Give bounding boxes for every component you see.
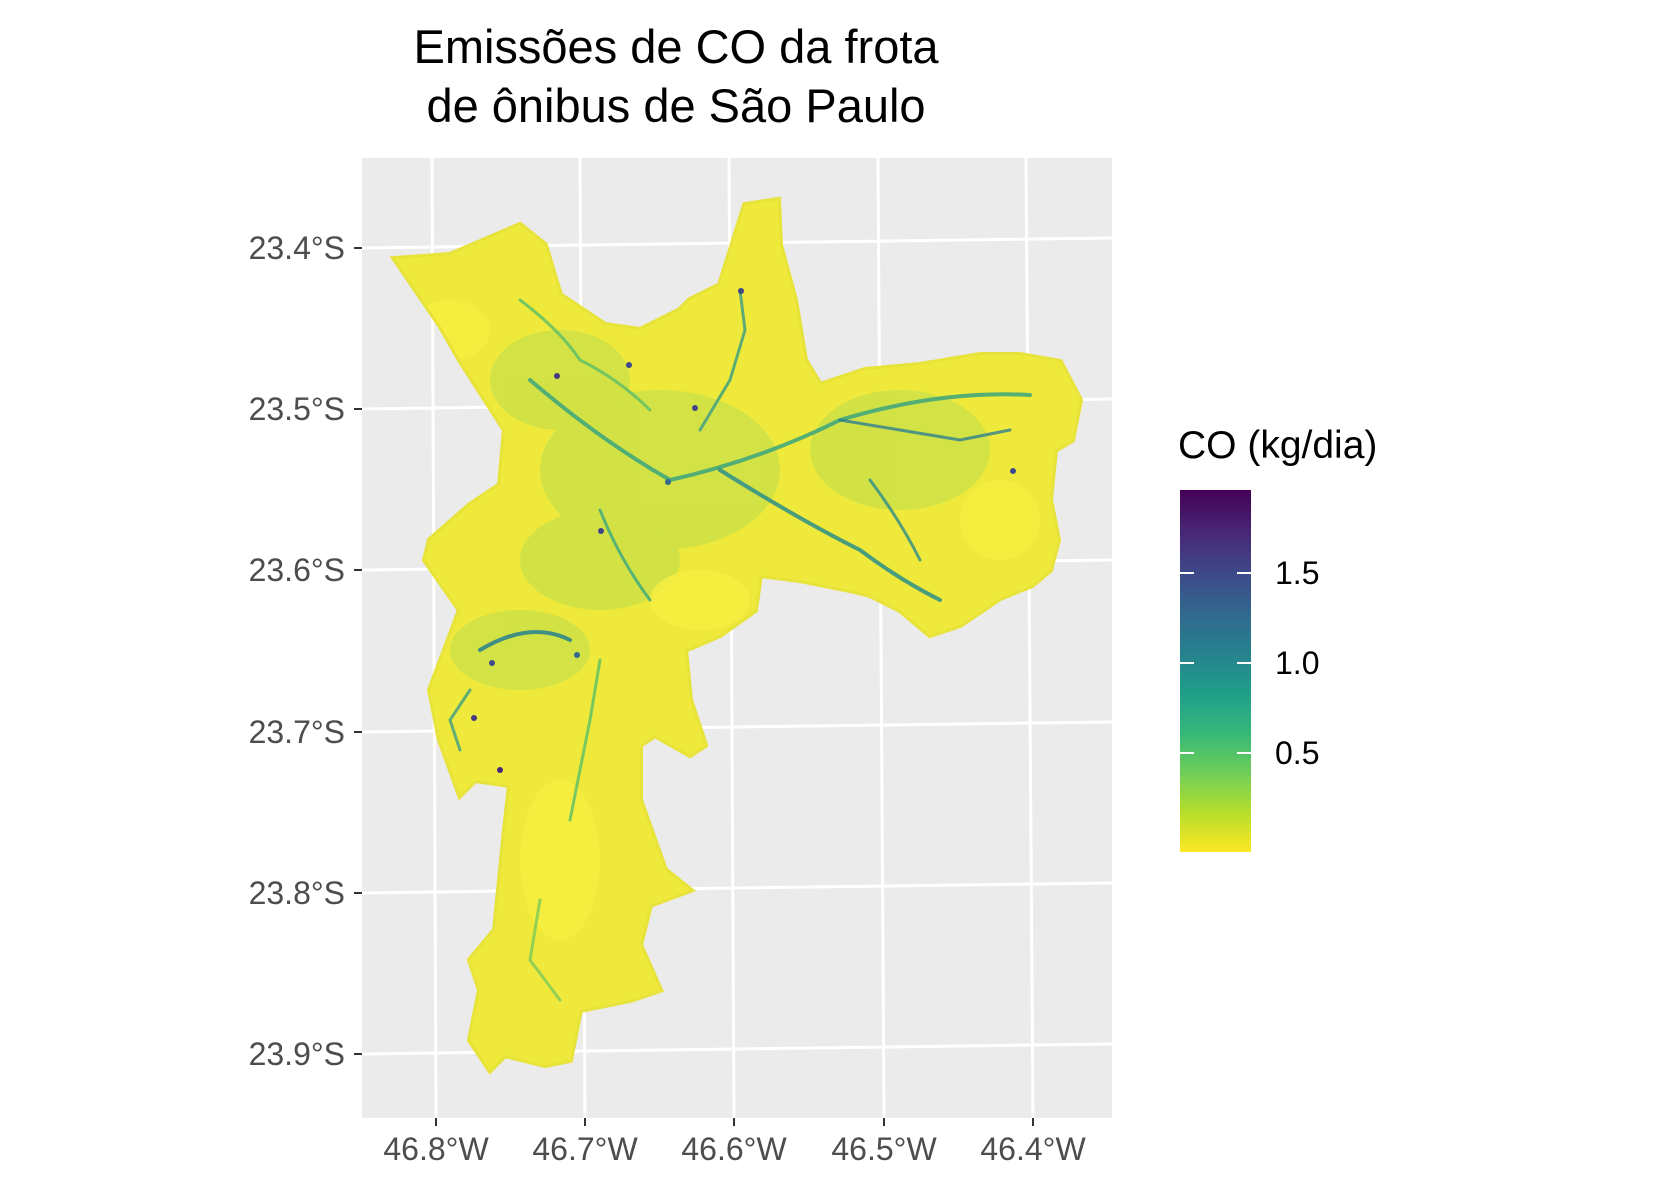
graticule-lon-46-5 (876, 158, 886, 1118)
graticule-lat-23-8 (362, 881, 1112, 895)
legend-label: 0.5 (1275, 735, 1319, 771)
hotspots (471, 288, 1016, 773)
x-tick-label: 46.6°W (681, 1131, 787, 1167)
x-tick-label: 46.7°W (532, 1131, 638, 1167)
y-axis: 23.4°S 23.5°S 23.6°S 23.7°S 23.8°S 23.9°… (249, 230, 362, 1072)
legend-label: 1.5 (1275, 555, 1319, 591)
y-tick-label: 23.4°S (249, 230, 345, 266)
legend-title: CO (kg/dia) (1178, 424, 1377, 467)
y-tick-label: 23.6°S (249, 552, 345, 588)
map-title-line-2: de ônibus de São Paulo (426, 79, 925, 132)
graticule-lon-46-4 (1024, 158, 1035, 1118)
legend-label: 1.0 (1275, 645, 1319, 681)
map-title-line-1: Emissões de CO da frota (413, 20, 939, 73)
y-tick-label: 23.9°S (249, 1036, 345, 1072)
x-tick-label: 46.5°W (831, 1131, 937, 1167)
legend: CO (kg/dia) 1.5 1.0 0.5 (1178, 424, 1377, 852)
legend-colorbar (1180, 490, 1251, 852)
y-tick-label: 23.7°S (249, 714, 345, 750)
corridors (448, 288, 1032, 1002)
y-tick-label: 23.8°S (249, 875, 345, 911)
y-tick-label: 23.5°S (249, 391, 345, 427)
x-axis: 46.8°W 46.7°W 46.6°W 46.5°W 46.4°W (383, 1118, 1086, 1167)
x-tick-label: 46.8°W (383, 1131, 489, 1167)
x-tick-label: 46.4°W (980, 1131, 1086, 1167)
